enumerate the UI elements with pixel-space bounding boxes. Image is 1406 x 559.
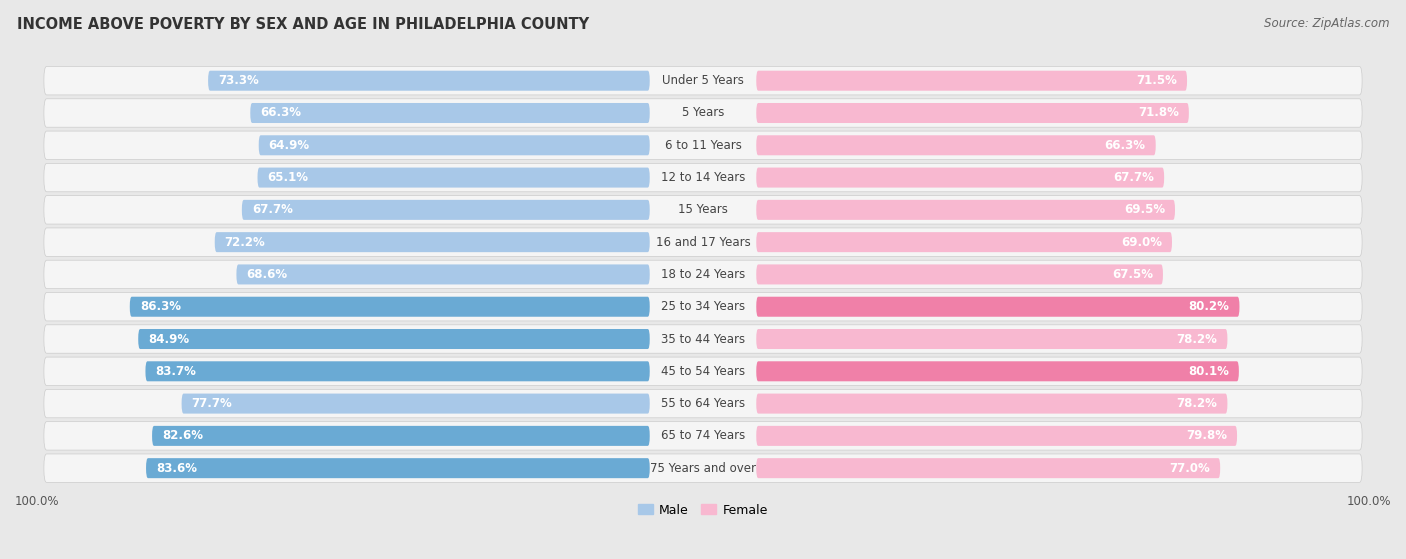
Text: 66.3%: 66.3% (1105, 139, 1146, 152)
FancyBboxPatch shape (44, 163, 1362, 192)
Text: 55 to 64 Years: 55 to 64 Years (661, 397, 745, 410)
Text: 67.7%: 67.7% (252, 203, 292, 216)
Text: 69.5%: 69.5% (1123, 203, 1166, 216)
FancyBboxPatch shape (129, 297, 650, 317)
Text: 78.2%: 78.2% (1177, 397, 1218, 410)
FancyBboxPatch shape (215, 232, 650, 252)
FancyBboxPatch shape (257, 168, 650, 188)
FancyBboxPatch shape (44, 99, 1362, 127)
FancyBboxPatch shape (236, 264, 650, 285)
FancyBboxPatch shape (756, 70, 1187, 91)
FancyBboxPatch shape (756, 297, 1240, 317)
FancyBboxPatch shape (756, 458, 1220, 478)
Text: 77.7%: 77.7% (191, 397, 232, 410)
FancyBboxPatch shape (181, 394, 650, 414)
Text: 69.0%: 69.0% (1121, 236, 1161, 249)
FancyBboxPatch shape (756, 394, 1227, 414)
Text: INCOME ABOVE POVERTY BY SEX AND AGE IN PHILADELPHIA COUNTY: INCOME ABOVE POVERTY BY SEX AND AGE IN P… (17, 17, 589, 32)
Text: 6 to 11 Years: 6 to 11 Years (665, 139, 741, 152)
FancyBboxPatch shape (756, 426, 1237, 446)
Text: 80.1%: 80.1% (1188, 365, 1229, 378)
FancyBboxPatch shape (44, 260, 1362, 288)
FancyBboxPatch shape (152, 426, 650, 446)
Text: 65 to 74 Years: 65 to 74 Years (661, 429, 745, 442)
Text: 78.2%: 78.2% (1177, 333, 1218, 345)
Text: 5 Years: 5 Years (682, 107, 724, 120)
Text: 83.7%: 83.7% (156, 365, 197, 378)
Text: 80.2%: 80.2% (1188, 300, 1229, 313)
Text: 73.3%: 73.3% (218, 74, 259, 87)
Text: 12 to 14 Years: 12 to 14 Years (661, 171, 745, 184)
FancyBboxPatch shape (44, 325, 1362, 353)
Text: 83.6%: 83.6% (156, 462, 197, 475)
FancyBboxPatch shape (756, 135, 1156, 155)
FancyBboxPatch shape (756, 232, 1173, 252)
FancyBboxPatch shape (756, 103, 1189, 123)
Text: 18 to 24 Years: 18 to 24 Years (661, 268, 745, 281)
FancyBboxPatch shape (44, 421, 1362, 450)
FancyBboxPatch shape (44, 131, 1362, 159)
Text: Under 5 Years: Under 5 Years (662, 74, 744, 87)
FancyBboxPatch shape (44, 292, 1362, 321)
FancyBboxPatch shape (242, 200, 650, 220)
Text: 82.6%: 82.6% (162, 429, 202, 442)
Text: 25 to 34 Years: 25 to 34 Years (661, 300, 745, 313)
FancyBboxPatch shape (44, 67, 1362, 95)
FancyBboxPatch shape (44, 196, 1362, 224)
Text: 72.2%: 72.2% (225, 236, 266, 249)
Text: 35 to 44 Years: 35 to 44 Years (661, 333, 745, 345)
Text: 67.5%: 67.5% (1112, 268, 1153, 281)
Text: 77.0%: 77.0% (1170, 462, 1211, 475)
Text: 15 Years: 15 Years (678, 203, 728, 216)
FancyBboxPatch shape (138, 329, 650, 349)
FancyBboxPatch shape (44, 357, 1362, 386)
Text: 16 and 17 Years: 16 and 17 Years (655, 236, 751, 249)
FancyBboxPatch shape (44, 390, 1362, 418)
FancyBboxPatch shape (250, 103, 650, 123)
Text: 64.9%: 64.9% (269, 139, 309, 152)
FancyBboxPatch shape (259, 135, 650, 155)
FancyBboxPatch shape (756, 168, 1164, 188)
Text: 79.8%: 79.8% (1187, 429, 1227, 442)
FancyBboxPatch shape (208, 70, 650, 91)
Text: 67.7%: 67.7% (1114, 171, 1154, 184)
Text: 86.3%: 86.3% (139, 300, 181, 313)
Text: 65.1%: 65.1% (267, 171, 308, 184)
Text: 71.5%: 71.5% (1136, 74, 1177, 87)
Text: 84.9%: 84.9% (148, 333, 190, 345)
Text: 45 to 54 Years: 45 to 54 Years (661, 365, 745, 378)
FancyBboxPatch shape (756, 200, 1175, 220)
FancyBboxPatch shape (44, 228, 1362, 257)
Text: Source: ZipAtlas.com: Source: ZipAtlas.com (1264, 17, 1389, 30)
Text: 68.6%: 68.6% (246, 268, 288, 281)
FancyBboxPatch shape (145, 361, 650, 381)
Legend: Male, Female: Male, Female (633, 499, 773, 522)
Text: 66.3%: 66.3% (260, 107, 301, 120)
Text: 71.8%: 71.8% (1137, 107, 1178, 120)
FancyBboxPatch shape (146, 458, 650, 478)
FancyBboxPatch shape (44, 454, 1362, 482)
FancyBboxPatch shape (756, 361, 1239, 381)
Text: 75 Years and over: 75 Years and over (650, 462, 756, 475)
FancyBboxPatch shape (756, 264, 1163, 285)
FancyBboxPatch shape (756, 329, 1227, 349)
